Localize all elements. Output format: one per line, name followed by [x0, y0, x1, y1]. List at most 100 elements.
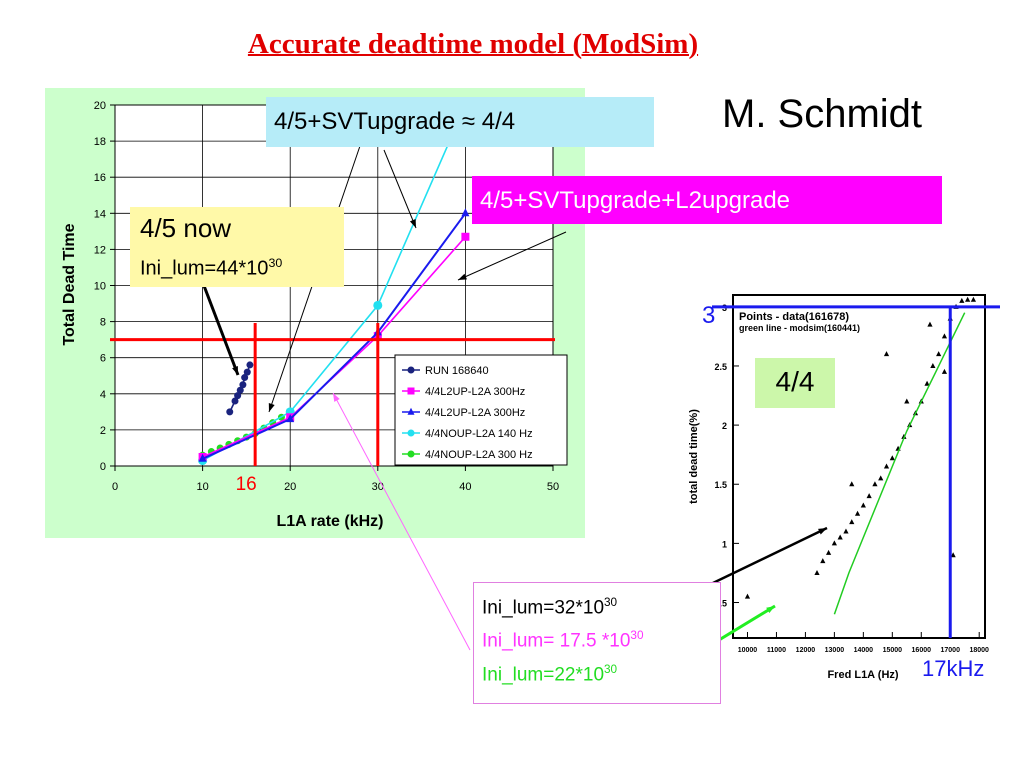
data-point-marker	[461, 232, 470, 241]
rate-16-label: 16	[236, 474, 257, 495]
inset-x-tick-label: 18000	[969, 647, 989, 654]
svt-arrow-left-head	[268, 403, 275, 412]
y-tick-label: 20	[94, 100, 106, 112]
data-point-marker	[241, 374, 249, 382]
svt-arrow-right-head	[409, 219, 416, 228]
inset-data-point	[854, 510, 861, 516]
data-point-marker	[231, 397, 239, 405]
author-name: M. Schmidt	[722, 92, 923, 136]
data-point	[286, 414, 295, 423]
inset-data-point	[831, 540, 837, 546]
data-point-marker	[198, 453, 207, 462]
inset-x-tick-label: 10000	[738, 647, 758, 654]
inset-x-tick-label: 14000	[854, 647, 874, 654]
data-point-marker	[236, 386, 244, 394]
inset-data-point	[878, 475, 884, 481]
series-line	[202, 104, 467, 462]
inset-data-point	[860, 502, 866, 508]
inset-y-tick-label: 1	[722, 539, 727, 549]
inset-data-point	[744, 593, 751, 599]
l2-arrow	[457, 231, 567, 281]
inset-data-point	[825, 549, 832, 555]
lumi17-arrow	[332, 392, 471, 651]
inset-data-point	[849, 481, 855, 487]
x-tick-label: 10	[196, 481, 208, 493]
data-point-marker	[239, 381, 247, 389]
inset-x-tick-label: 12000	[796, 647, 816, 654]
inset-x-tick-label: 16000	[912, 647, 932, 654]
lumi-32-line: Ini_lum=32*1030	[482, 596, 618, 619]
data-point-marker	[234, 392, 242, 400]
data-point-marker	[246, 361, 254, 369]
inset-x-tick-label: 11000	[767, 647, 786, 654]
data-point	[241, 374, 249, 382]
legend-entry-label: 4/4NOUP-L2A 300 Hz	[425, 449, 533, 461]
inset-data-point	[950, 552, 956, 558]
data-point-marker	[226, 408, 234, 416]
rate-17khz-label: 17kHz	[922, 656, 985, 681]
inset-legend-data: Points - data(161678)	[739, 311, 849, 323]
data-point-marker	[243, 368, 251, 376]
svt-upgrade-callout: 4/5+SVTupgrade ≈ 4/4	[266, 97, 654, 147]
x-axis-label: L1A rate (kHz)	[277, 513, 384, 530]
legend-swatch-marker	[407, 366, 415, 374]
legend-entry-label: RUN 168640	[425, 365, 489, 377]
slide-title: Accurate deadtime model (ModSim)	[247, 28, 699, 60]
y-tick-label: 14	[94, 208, 106, 220]
lumi22-arrow-head	[766, 606, 775, 614]
inset-x-tick-label: 15000	[883, 647, 903, 654]
deadtime-3-label: 3	[702, 302, 716, 329]
legend-swatch-marker	[407, 387, 415, 395]
data-point-marker	[373, 300, 383, 310]
legend-entry-label: 4/4L2UP-L2A 300Hz	[425, 386, 525, 398]
inset-data-point	[843, 528, 849, 534]
x-tick-label: 20	[284, 481, 296, 493]
inset-data-point	[941, 333, 948, 339]
legend-entry-label: 4/4NOUP-L2A 140 Hz	[425, 428, 533, 440]
svt-arrow-right	[383, 149, 417, 229]
y-tick-label: 16	[94, 172, 106, 184]
inset-legend-modsim: green line - modsim(160441)	[739, 323, 860, 333]
legend-swatch-marker	[407, 450, 415, 458]
inset-data-point	[837, 534, 843, 540]
inset-y-axis-label: total dead time(%)	[688, 409, 700, 504]
x-tick-label: 50	[547, 481, 559, 493]
data-point	[461, 232, 470, 241]
data-point	[243, 368, 251, 376]
data-point	[461, 208, 470, 217]
lumi32-arrow-head	[818, 528, 827, 535]
x-tick-label: 30	[372, 481, 384, 493]
inset-x-axis-label: Fred L1A (Hz)	[827, 669, 898, 681]
inset-data-point	[941, 368, 948, 374]
data-point	[373, 300, 383, 310]
y-tick-label: 6	[100, 353, 106, 365]
inset-data-point	[936, 351, 942, 357]
inset-data-point	[820, 558, 826, 564]
inset-x-tick-label: 17000	[941, 647, 961, 654]
data-point-marker	[461, 208, 470, 217]
y-tick-label: 4	[100, 389, 106, 401]
data-point	[198, 453, 207, 462]
svt-l2-upgrade-callout: 4/5+SVTupgrade+L2upgrade	[472, 176, 942, 224]
data-point	[236, 386, 244, 394]
y-tick-label: 10	[94, 281, 106, 293]
inset-data-point	[883, 351, 890, 357]
inset-data-point	[814, 569, 820, 575]
y-tick-label: 8	[100, 317, 106, 329]
x-tick-label: 0	[112, 481, 118, 493]
inset-y-tick-label: 1.5	[714, 480, 727, 490]
data-point	[226, 408, 234, 416]
inset-y-tick-label: 2	[722, 421, 727, 431]
x-tick-label: 40	[459, 481, 471, 493]
inset-data-point	[965, 296, 971, 302]
inset-data-point	[927, 321, 933, 327]
inset-config-label: 4/4	[755, 358, 835, 408]
inset-x-tick-label: 13000	[825, 647, 845, 654]
y-tick-label: 2	[100, 425, 106, 437]
inset-data-point	[849, 519, 855, 525]
inset-data-point	[959, 297, 965, 303]
now-arrow	[196, 269, 240, 376]
data-point	[234, 392, 242, 400]
y-tick-label: 0	[100, 461, 106, 473]
